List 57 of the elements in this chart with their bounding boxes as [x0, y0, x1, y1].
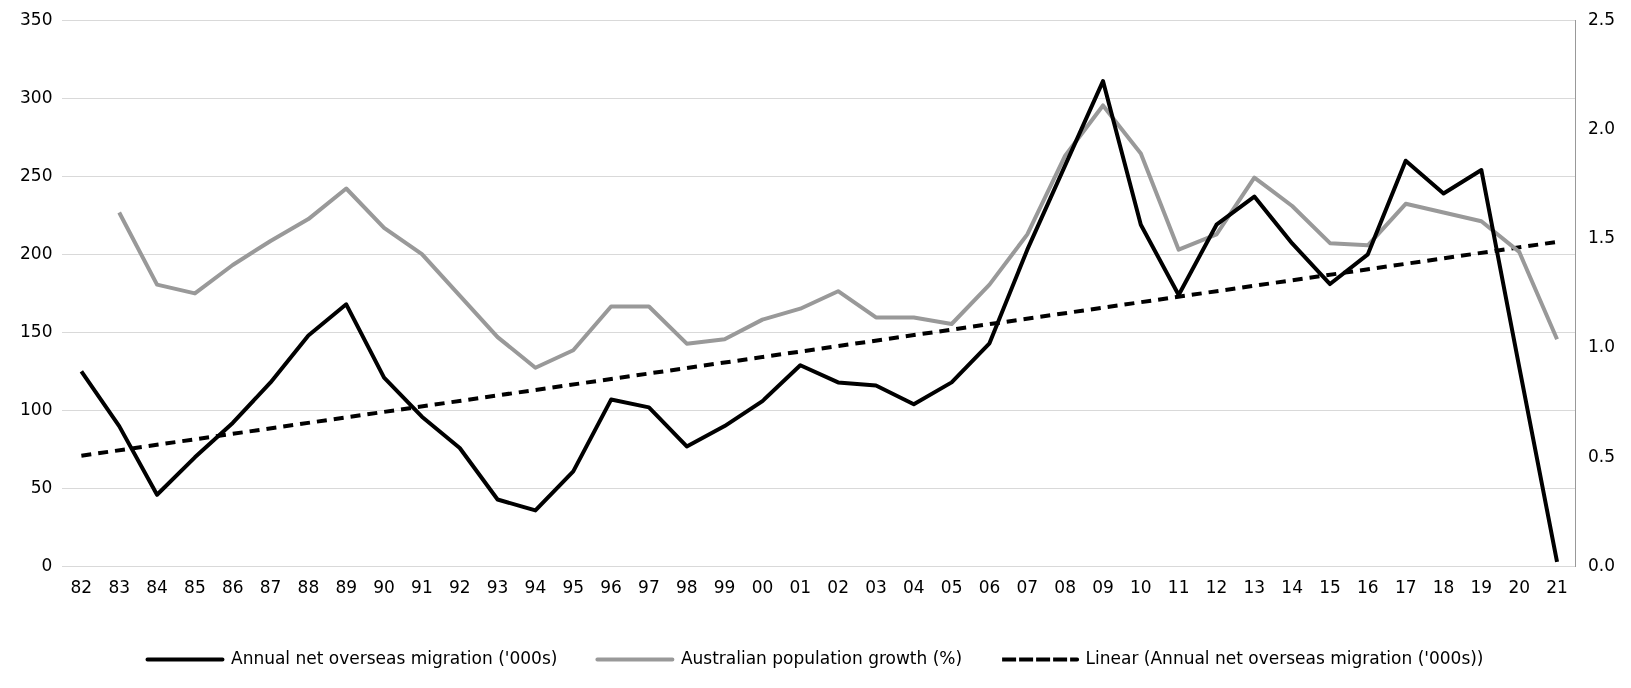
x-tick-label: 05: [940, 577, 963, 598]
y2-tick-label: 2.5: [1587, 8, 1616, 29]
x-tick-label: 84: [146, 577, 168, 598]
x-tick-label: 03: [865, 577, 887, 598]
x-tick-label: 21: [1546, 577, 1568, 598]
x-tick-label: 12: [1205, 577, 1228, 598]
y-tick-label: 200: [19, 242, 53, 263]
x-tick-label: 88: [297, 577, 320, 598]
x-tick-label: 02: [827, 577, 849, 598]
x-tick-label: 13: [1243, 577, 1266, 598]
x-tick-label: 17: [1394, 577, 1417, 598]
y-tick-label: 300: [19, 86, 53, 107]
x-tick-label: 09: [1092, 577, 1114, 598]
x-tick-label: 20: [1508, 577, 1531, 598]
y-tick-label: 100: [19, 398, 53, 419]
y2-tick-label: 0.5: [1587, 445, 1616, 466]
y-tick-label: 150: [19, 320, 53, 341]
y-tick-label: 50: [30, 476, 53, 497]
x-tick-label: 06: [978, 577, 1001, 598]
y2-tick-label: 1.0: [1587, 336, 1616, 357]
x-tick-label: 18: [1432, 577, 1455, 598]
x-tick-label: 90: [373, 577, 395, 598]
x-tick-label: 11: [1167, 577, 1190, 598]
x-tick-label: 87: [259, 577, 282, 598]
x-tick-label: 91: [411, 577, 433, 598]
y2-tick-label: 2.0: [1587, 117, 1616, 138]
x-tick-label: 97: [638, 577, 660, 598]
x-tick-label: 16: [1357, 577, 1379, 598]
legend-label: Annual net overseas migration ('000s): [231, 647, 558, 668]
x-tick-label: 94: [524, 577, 547, 598]
y-tick-label: 250: [19, 164, 53, 185]
x-tick-label: 92: [448, 577, 471, 598]
x-tick-label: 83: [108, 577, 131, 598]
x-tick-label: 00: [751, 577, 774, 598]
x-tick-label: 86: [221, 577, 244, 598]
x-tick-label: 99: [713, 577, 736, 598]
x-tick-label: 15: [1319, 577, 1341, 598]
x-tick-label: 08: [1054, 577, 1076, 598]
y-tick-label: 0: [41, 555, 53, 576]
x-tick-label: 96: [600, 577, 622, 598]
x-tick-label: 07: [1016, 577, 1039, 598]
x-tick-label: 98: [675, 577, 698, 598]
x-tick-label: 10: [1130, 577, 1152, 598]
y2-tick-label: 0.0: [1587, 555, 1616, 576]
x-tick-label: 85: [184, 577, 206, 598]
legend-label: Australian population growth (%): [680, 647, 963, 668]
x-tick-label: 89: [335, 577, 358, 598]
x-tick-label: 95: [562, 577, 585, 598]
x-tick-label: 14: [1281, 577, 1303, 598]
x-tick-label: 04: [902, 577, 925, 598]
x-tick-label: 01: [789, 577, 812, 598]
y2-tick-label: 1.5: [1587, 227, 1616, 248]
x-tick-label: 82: [70, 577, 93, 598]
x-tick-label: 93: [486, 577, 509, 598]
x-tick-label: 19: [1470, 577, 1493, 598]
y-tick-label: 350: [19, 8, 53, 29]
legend-label: Linear (Annual net overseas migration ('000s)): [1085, 647, 1484, 668]
